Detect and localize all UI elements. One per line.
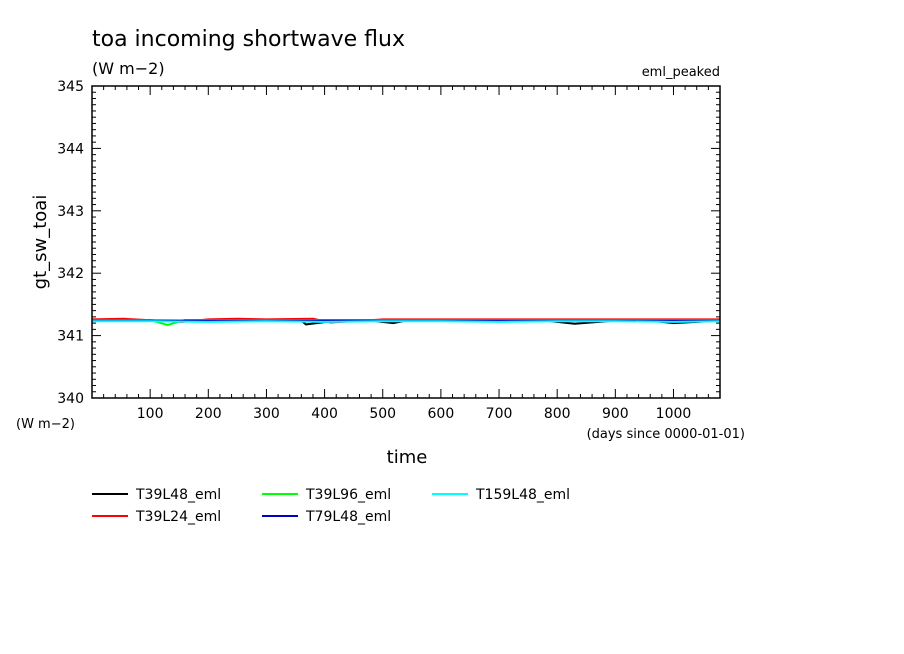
axis-ticks: 100 200 300 400 500 600 700 800 900 1000 340 341 342…	[57, 79, 720, 422]
x-tick-label: 1000	[656, 406, 692, 422]
run-label: eml_peaked	[642, 65, 720, 80]
legend-label: T79L48_eml	[305, 509, 391, 525]
x-tick-label: 600	[428, 406, 455, 422]
legend: T39L48_eml T39L24_eml T39L96_eml T79L48_eml…	[92, 487, 570, 525]
series-lines	[91, 317, 721, 327]
y-tick-label: 344	[57, 141, 84, 157]
legend-label: T39L96_eml	[305, 487, 391, 503]
x-axis-label: time	[387, 447, 428, 468]
chart-title: toa incoming shortwave flux	[92, 27, 405, 52]
y-tick-label: 341	[57, 329, 84, 345]
y-tick-label: 343	[57, 204, 84, 220]
x-tick-label: 900	[602, 406, 629, 422]
x-tick-label: 300	[253, 406, 280, 422]
x-tick-label: 700	[486, 406, 513, 422]
x-tick-label: 100	[137, 406, 164, 422]
legend-label: T159L48_eml	[475, 487, 570, 503]
chart-subtitle: (W m−2)	[92, 59, 165, 78]
x-tick-label: 800	[544, 406, 571, 422]
series-line-T159L48_eml	[92, 320, 721, 323]
legend-label: T39L48_eml	[135, 487, 221, 503]
y-tick-label: 342	[57, 266, 84, 282]
y-unit-label: (W m−2)	[16, 417, 75, 432]
y-axis-label: gt_sw_toai	[30, 195, 51, 290]
x-tick-label: 500	[369, 406, 396, 422]
y-tick-label: 345	[57, 79, 84, 95]
y-tick-label: 340	[57, 391, 84, 407]
x-unit-label: (days since 0000-01-01)	[587, 427, 745, 442]
plot-frame	[91, 85, 721, 399]
legend-label: T39L24_eml	[135, 509, 221, 525]
x-tick-label: 200	[195, 406, 222, 422]
x-tick-label: 400	[311, 406, 338, 422]
